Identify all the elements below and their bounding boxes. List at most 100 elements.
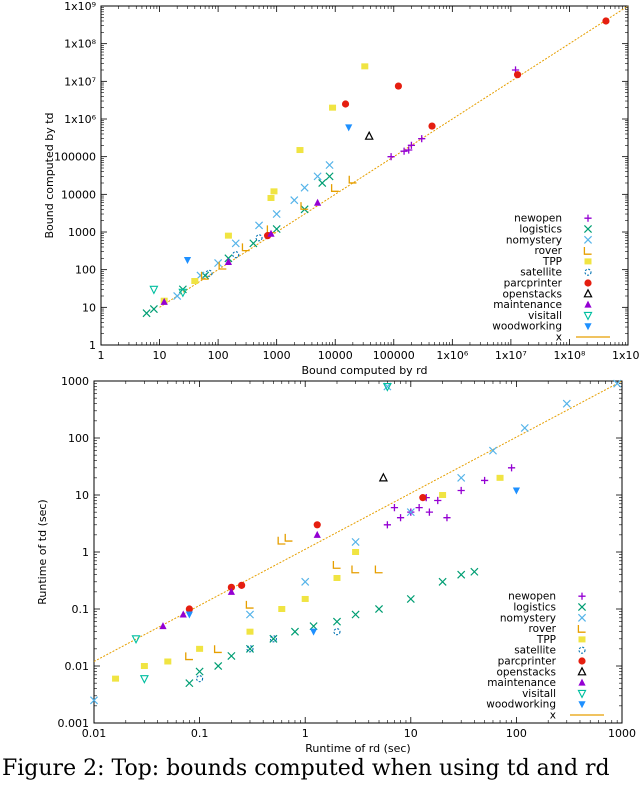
data-point: [330, 184, 339, 192]
data-point: [300, 183, 309, 192]
series-logistics: [185, 567, 479, 688]
legend-label: rover: [534, 245, 562, 257]
data-point: [425, 508, 433, 516]
series-newopen: [383, 464, 516, 529]
legend-label: newopen: [508, 591, 556, 603]
series-tpp: [160, 63, 369, 304]
data-point: [439, 492, 447, 498]
data-point: [351, 537, 360, 546]
data-point: [351, 610, 360, 619]
legend-label: x: [556, 332, 562, 344]
data-point: [383, 521, 391, 529]
series-visitall: [131, 382, 392, 684]
x-tick-label: 1x10⁸: [553, 349, 586, 362]
data-point: [245, 610, 255, 619]
legend-marker: [583, 224, 593, 234]
data-point: [179, 610, 187, 618]
legend-marker: [578, 636, 586, 643]
data-point: [246, 645, 254, 653]
y-tick-label: 1x10⁸: [64, 38, 97, 51]
data-point: [183, 257, 192, 265]
legend-label: parcprinter: [498, 656, 557, 668]
y-tick-label: 1x10⁷: [64, 75, 96, 88]
data-point: [332, 561, 341, 569]
y-tick-label: 0.001: [58, 717, 90, 730]
data-point: [513, 71, 522, 79]
x-tick-label: 1: [98, 349, 105, 362]
data-point: [341, 100, 350, 108]
x-tick-label: 1x10⁶: [436, 349, 469, 362]
data-point: [205, 269, 213, 277]
data-point: [345, 124, 353, 132]
legend-label: nomystery: [506, 234, 562, 246]
x-tick-label: 10000: [318, 349, 353, 362]
data-point: [443, 514, 451, 522]
data-point: [394, 82, 403, 90]
legend-marker: [584, 279, 592, 287]
data-point: [390, 504, 399, 512]
y-tick-label: 100: [68, 432, 89, 445]
data-point: [185, 679, 194, 688]
data-point: [333, 574, 341, 581]
chart-1: 1 10 100 1000 10000 100000 1x10⁶ 1x10⁷ 1x10⁸ 1x10…: [43, 0, 640, 377]
x-tick-label: 100: [506, 727, 527, 740]
data-point: [269, 635, 277, 643]
data-point: [149, 305, 158, 314]
legend-marker: [584, 268, 592, 276]
legend-marker: [584, 323, 592, 331]
plot-frame: [100, 5, 629, 346]
legend-marker: [578, 592, 586, 600]
y-tick-label: 100000: [54, 151, 96, 164]
legend-label: maintenance: [487, 677, 556, 689]
data-point: [238, 581, 246, 589]
x-tick-label: 1: [302, 727, 309, 740]
series-satellite: [205, 234, 263, 277]
data-point: [613, 379, 622, 388]
data-point: [387, 153, 395, 161]
y-axis-label: Bound computed by td: [43, 113, 56, 239]
legend-marker: [577, 613, 587, 622]
legend-label: TPP: [542, 256, 562, 268]
data-point: [507, 464, 516, 472]
data-point: [396, 514, 405, 522]
data-point: [481, 476, 489, 485]
legend-label: woodworking: [486, 699, 556, 711]
data-point: [496, 474, 504, 481]
data-point: [418, 135, 426, 143]
x-tick-label: 1000: [608, 727, 636, 740]
y-axis-label: Runtime of td (sec): [36, 499, 49, 604]
data-point: [277, 536, 286, 545]
data-point: [406, 594, 415, 603]
data-point: [419, 494, 427, 502]
data-point: [195, 667, 204, 676]
data-point: [290, 196, 299, 205]
data-point: [224, 257, 233, 265]
data-point: [296, 147, 304, 154]
data-point: [164, 658, 172, 665]
data-point: [159, 622, 167, 630]
series-logistics: [142, 172, 334, 318]
data-point: [301, 595, 309, 602]
data-point: [214, 259, 223, 268]
data-point: [255, 221, 264, 230]
data-point: [232, 251, 240, 259]
data-point: [284, 533, 293, 542]
data-point: [383, 382, 392, 391]
x-tick-label: 1000: [263, 349, 291, 362]
data-point: [224, 232, 232, 239]
series-nomystery: [173, 160, 334, 301]
data-point: [300, 202, 309, 210]
y-tick-label: 1: [82, 546, 89, 559]
y-tick-label: 10: [75, 489, 89, 502]
data-point: [457, 473, 466, 482]
legend-marker: [584, 300, 592, 308]
series-visitall: [149, 285, 188, 298]
data-point: [325, 172, 334, 181]
data-point: [329, 104, 337, 111]
data-point: [313, 172, 322, 181]
chart-2: 0.01 0.1 1 10 100 10000.0010.010.11101001000R…: [36, 375, 636, 755]
data-point: [602, 17, 610, 25]
data-point: [520, 423, 529, 432]
legend-label: rover: [528, 623, 556, 635]
